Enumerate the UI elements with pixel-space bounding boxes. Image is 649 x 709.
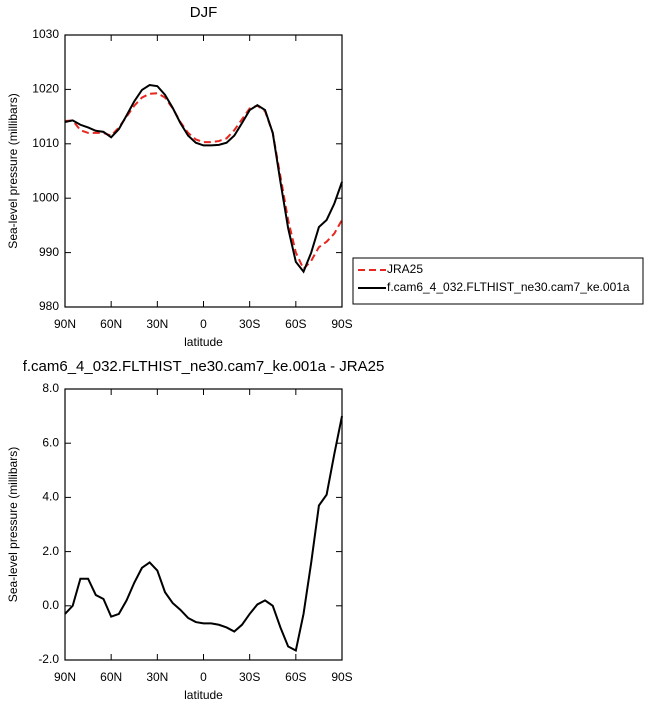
y-tick-label: -2.0 xyxy=(38,652,59,666)
y-tick-label: 4.0 xyxy=(42,490,59,504)
y-tick-label: 990 xyxy=(39,245,59,259)
y-tick-label: 8.0 xyxy=(42,381,59,395)
x-tick-label: 90S xyxy=(331,317,352,331)
y-tick-label: 0.0 xyxy=(42,598,59,612)
y-axis-label: Sea-level pressure (millibars) xyxy=(6,447,20,602)
x-tick-label: 30N xyxy=(146,317,168,331)
x-tick-label: 0 xyxy=(200,670,207,684)
y-tick-label: 2.0 xyxy=(42,544,59,558)
x-tick-label: 90S xyxy=(331,670,352,684)
x-tick-label: 60S xyxy=(285,670,306,684)
y-tick-label: 980 xyxy=(39,299,59,313)
y-tick-label: 1020 xyxy=(32,82,59,96)
x-axis-label: latitude xyxy=(184,335,223,349)
y-axis-label: Sea-level pressure (millibars) xyxy=(6,93,20,248)
data-line xyxy=(64,92,343,271)
plot-frame xyxy=(64,388,343,661)
x-tick-label: 30N xyxy=(146,670,168,684)
x-tick-label: 0 xyxy=(200,317,207,331)
legend-box xyxy=(352,257,644,305)
x-axis-label: latitude xyxy=(184,688,223,702)
x-tick-label: 30S xyxy=(239,670,260,684)
y-tick-label: 1000 xyxy=(32,190,59,204)
x-tick-label: 60S xyxy=(285,317,306,331)
y-tick-label: 1030 xyxy=(32,27,59,41)
y-tick-label: 1010 xyxy=(32,136,59,150)
x-tick-label: 60N xyxy=(100,317,122,331)
data-line xyxy=(64,84,343,274)
chart-title: f.cam6_4_032.FLTHIST_ne30.cam7_ke.001a -… xyxy=(23,358,385,375)
x-tick-label: 90N xyxy=(54,670,76,684)
x-tick-label: 30S xyxy=(239,317,260,331)
plot-frame xyxy=(64,34,343,308)
y-tick-label: 6.0 xyxy=(42,435,59,449)
x-tick-label: 90N xyxy=(54,317,76,331)
legend-label: JRA25 xyxy=(387,262,423,276)
legend-label: f.cam6_4_032.FLTHIST_ne30.cam7_ke.001a xyxy=(387,280,630,294)
x-tick-label: 60N xyxy=(100,670,122,684)
data-line xyxy=(64,415,343,653)
chart-title: DJF xyxy=(190,4,218,21)
